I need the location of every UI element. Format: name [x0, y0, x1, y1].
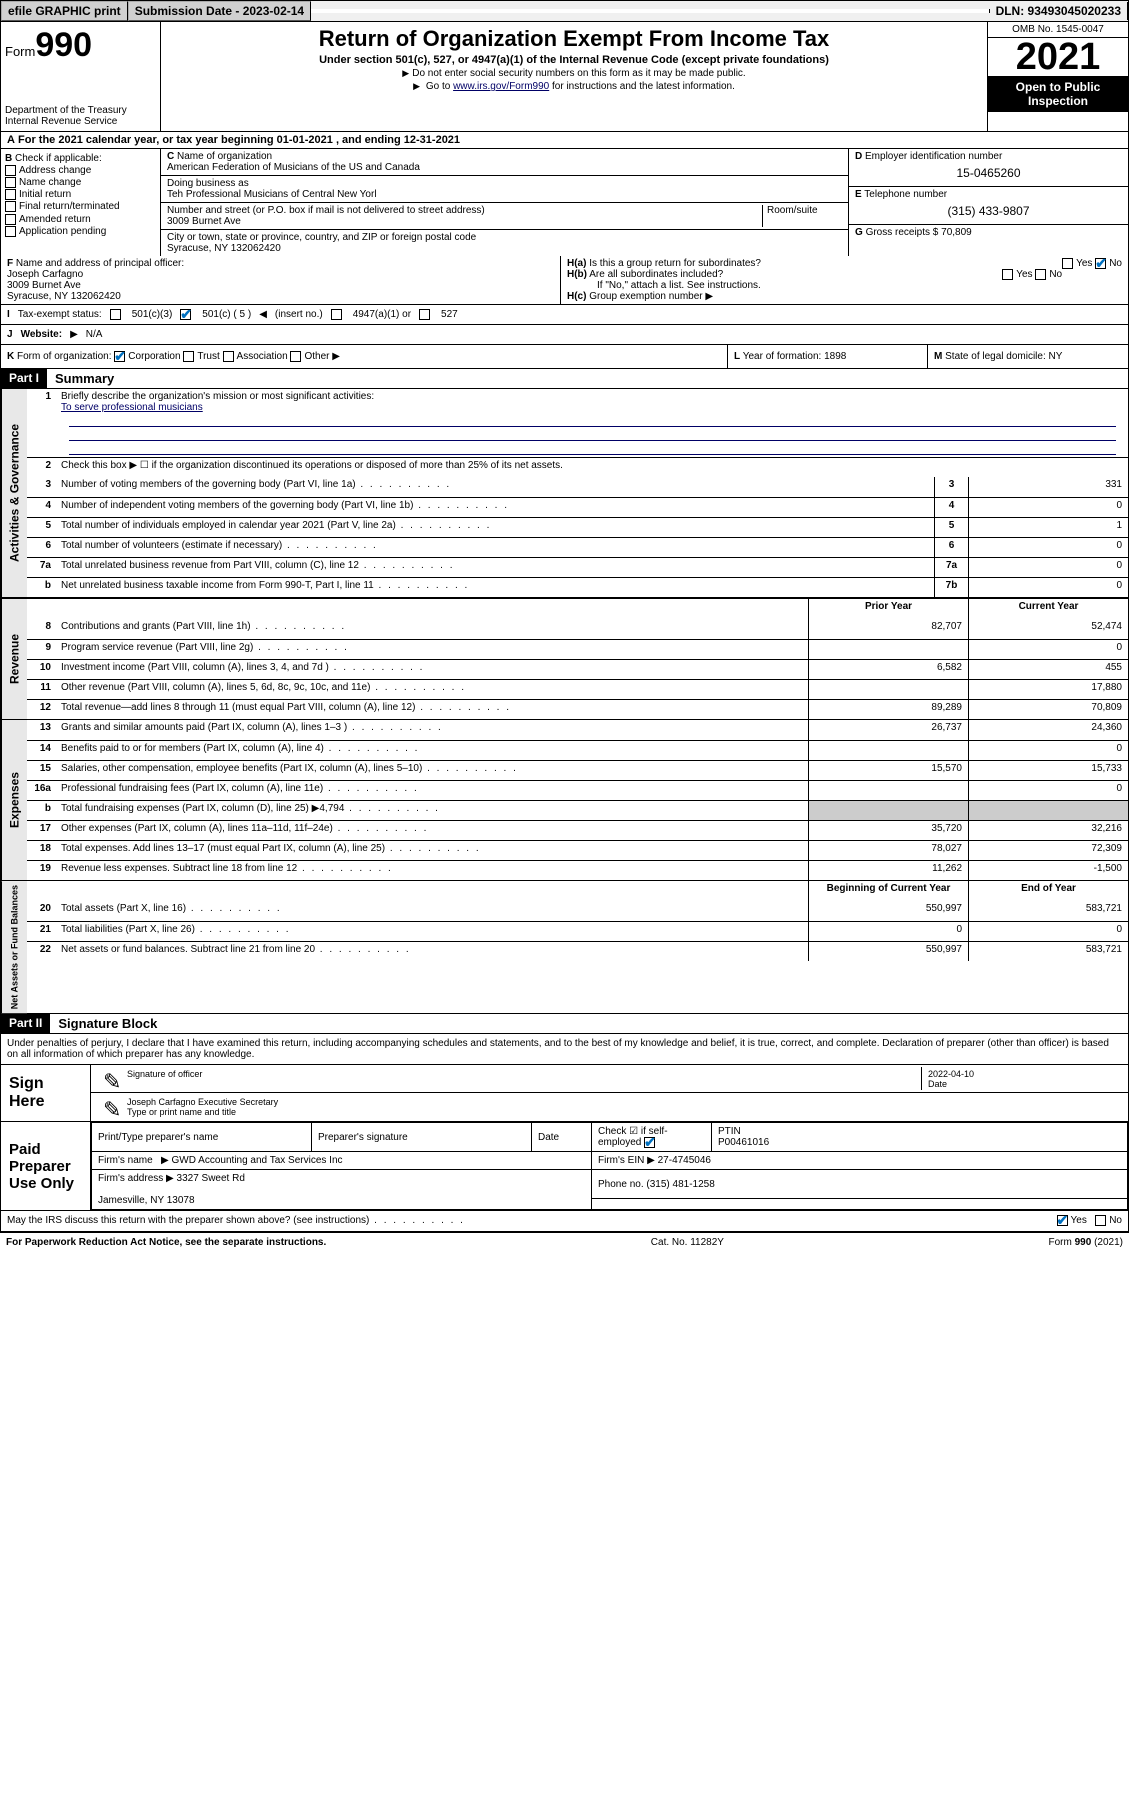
preparer-table: Print/Type preparer's name Preparer's si…: [91, 1122, 1128, 1210]
row-i-tax-status: I Tax-exempt status: 501(c)(3) 501(c) ( …: [0, 305, 1129, 325]
submission-date-button[interactable]: Submission Date - 2023-02-14: [128, 1, 311, 21]
side-label-governance: Activities & Governance: [1, 389, 27, 597]
line-20: 20 Total assets (Part X, line 16) 550,99…: [27, 901, 1128, 921]
website-note: Go to www.irs.gov/Form990 for instructio…: [165, 81, 983, 92]
pen-icon: ✎: [97, 1067, 121, 1090]
row-j-website: J Website: ▶ N/A: [0, 325, 1129, 345]
check-amended-return[interactable]: Amended return: [5, 214, 156, 225]
page-footer: For Paperwork Reduction Act Notice, see …: [0, 1232, 1129, 1252]
line-b: b Total fundraising expenses (Part IX, c…: [27, 800, 1128, 820]
org-city: Syracuse, NY 132062420: [167, 243, 281, 254]
form-subtitle: Under section 501(c), 527, or 4947(a)(1)…: [165, 54, 983, 66]
room-suite: Room/suite: [762, 205, 842, 227]
line-8: 8 Contributions and grants (Part VIII, l…: [27, 619, 1128, 639]
state-domicile: NY: [1049, 351, 1063, 362]
line-12: 12 Total revenue—add lines 8 through 11 …: [27, 699, 1128, 719]
line-13: 13 Grants and similar amounts paid (Part…: [27, 720, 1128, 740]
line-4: 4 Number of independent voting members o…: [27, 497, 1128, 517]
line-18: 18 Total expenses. Add lines 13–17 (must…: [27, 840, 1128, 860]
irs-form990-link[interactable]: www.irs.gov/Form990: [453, 81, 549, 92]
officer-city: Syracuse, NY 132062420: [7, 291, 121, 302]
line-14: 14 Benefits paid to or for members (Part…: [27, 740, 1128, 760]
section-expenses: Expenses 13 Grants and similar amounts p…: [0, 720, 1129, 881]
dln-label: DLN: 93493045020233: [990, 2, 1128, 20]
side-label-expenses: Expenses: [1, 720, 27, 880]
tax-year: 2021: [988, 38, 1128, 76]
line-7a: 7a Total unrelated business revenue from…: [27, 557, 1128, 577]
firm-phone: (315) 481-1258: [646, 1179, 714, 1190]
line-10: 10 Investment income (Part VIII, column …: [27, 659, 1128, 679]
firm-name: GWD Accounting and Tax Services Inc: [172, 1155, 343, 1166]
line-3: 3 Number of voting members of the govern…: [27, 477, 1128, 497]
line-17: 17 Other expenses (Part IX, column (A), …: [27, 820, 1128, 840]
firm-addr: 3327 Sweet Rd: [177, 1173, 245, 1184]
check-initial-return[interactable]: Initial return: [5, 189, 156, 200]
section-revenue: Revenue Prior Year Current Year 8 Contri…: [0, 598, 1129, 720]
form-title: Return of Organization Exempt From Incom…: [165, 26, 983, 52]
dept-treasury: Department of the Treasury: [5, 105, 156, 116]
part1-header: Part I Summary: [0, 369, 1129, 389]
irs-label: Internal Revenue Service: [5, 116, 156, 127]
line-9: 9 Program service revenue (Part VIII, li…: [27, 639, 1128, 659]
check-applicable-col: B Check if applicable: Address change Na…: [1, 149, 161, 256]
line-11: 11 Other revenue (Part VIII, column (A),…: [27, 679, 1128, 699]
line-15: 15 Salaries, other compensation, employe…: [27, 760, 1128, 780]
telephone-value: (315) 433-9807: [855, 200, 1122, 222]
website-value: N/A: [86, 329, 103, 340]
line-22: 22 Net assets or fund balances. Subtract…: [27, 941, 1128, 961]
org-dba: Teh Professional Musicians of Central Ne…: [167, 189, 377, 200]
side-label-net: Net Assets or Fund Balances: [1, 881, 27, 1013]
perjury-declaration: Under penalties of perjury, I declare th…: [0, 1034, 1129, 1065]
line-5: 5 Total number of individuals employed i…: [27, 517, 1128, 537]
line-a-tax-year: A For the 2021 calendar year, or tax yea…: [0, 132, 1129, 149]
line-16a: 16a Professional fundraising fees (Part …: [27, 780, 1128, 800]
gross-receipts: 70,809: [941, 227, 972, 238]
ptin-value: P00461016: [718, 1137, 769, 1148]
row-f-h: F Name and address of principal officer:…: [0, 256, 1129, 305]
entity-info-grid: B Check if applicable: Address change Na…: [0, 149, 1129, 256]
check-app-pending[interactable]: Application pending: [5, 226, 156, 237]
officer-typed-name: Joseph Carfagno Executive Secretary: [127, 1097, 278, 1107]
form-number: Form990: [5, 26, 156, 65]
row-k-l-m: K Form of organization: Corporation Trus…: [0, 345, 1129, 369]
part2-header: Part II Signature Block: [0, 1014, 1129, 1034]
firm-ein: 27-4745046: [658, 1155, 711, 1166]
line-6: 6 Total number of volunteers (estimate i…: [27, 537, 1128, 557]
line-b: b Net unrelated business taxable income …: [27, 577, 1128, 597]
ssn-note: Do not enter social security numbers on …: [165, 68, 983, 79]
sig-date: 2022-04-10: [928, 1069, 974, 1079]
efile-print-button[interactable]: efile GRAPHIC print: [1, 1, 128, 21]
line-21: 21 Total liabilities (Part X, line 26) 0…: [27, 921, 1128, 941]
org-name: American Federation of Musicians of the …: [167, 162, 420, 173]
may-irs-discuss: May the IRS discuss this return with the…: [0, 1211, 1129, 1231]
open-public-badge: Open to Public Inspection: [988, 76, 1128, 112]
officer-name: Joseph Carfagno: [7, 269, 83, 280]
org-address: 3009 Burnet Ave: [167, 216, 241, 227]
top-bar: efile GRAPHIC print Submission Date - 20…: [0, 0, 1129, 22]
firm-city: Jamesville, NY 13078: [98, 1195, 195, 1206]
ein-value: 15-0465260: [855, 162, 1122, 184]
paid-preparer-block: Paid Preparer Use Only Print/Type prepar…: [0, 1122, 1129, 1211]
officer-addr: 3009 Burnet Ave: [7, 280, 81, 291]
check-address-change[interactable]: Address change: [5, 165, 156, 176]
year-formation: 1898: [824, 351, 846, 362]
side-label-revenue: Revenue: [1, 599, 27, 719]
form-header: Form990 Department of the Treasury Inter…: [0, 22, 1129, 132]
mission-text: To serve professional musicians: [61, 402, 203, 413]
check-final-return[interactable]: Final return/terminated: [5, 201, 156, 212]
pen-icon: ✎: [97, 1095, 121, 1119]
section-net-assets: Net Assets or Fund Balances Beginning of…: [0, 881, 1129, 1014]
section-governance: Activities & Governance 1 Briefly descri…: [0, 389, 1129, 598]
check-name-change[interactable]: Name change: [5, 177, 156, 188]
sign-here-block: Sign Here ✎ Signature of officer 2022-04…: [0, 1065, 1129, 1122]
line-19: 19 Revenue less expenses. Subtract line …: [27, 860, 1128, 880]
